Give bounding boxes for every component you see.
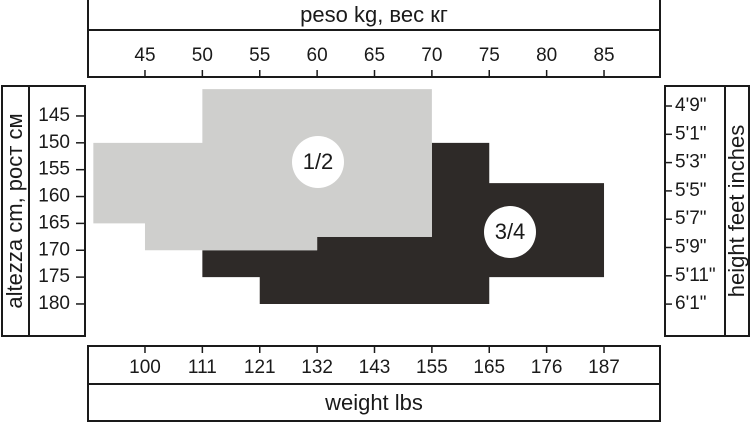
x-tick-label: 85 <box>593 45 614 66</box>
x-tick-label: 50 <box>192 45 213 66</box>
x-tick-label: 80 <box>536 45 557 66</box>
x-tick-label: 70 <box>421 45 442 66</box>
y2-tick-label: 5'7" <box>675 208 707 229</box>
x2-tick-label: 121 <box>244 357 276 378</box>
x2-tick-label: 143 <box>359 357 391 378</box>
x-tick-label: 75 <box>479 45 500 66</box>
y-tick-label: 160 <box>38 186 70 207</box>
y2-tick-label: 5'11" <box>675 265 716 286</box>
y-tick-label: 165 <box>38 212 70 233</box>
bottom-title-box <box>87 383 661 422</box>
cm-axis-box <box>28 85 86 337</box>
y-tick-label: 145 <box>38 105 70 126</box>
right-label-box <box>724 85 750 337</box>
x-tick-label: 55 <box>249 45 270 66</box>
y-tick-label: 180 <box>38 293 70 314</box>
region-badge <box>484 206 536 258</box>
region-label: 1/2 <box>303 149 334 174</box>
y2-tick-label: 5'9" <box>675 237 707 258</box>
region-label: 3/4 <box>495 219 526 244</box>
y-tick-label: 170 <box>38 239 70 260</box>
y-tick-label: 175 <box>38 266 70 287</box>
size-region <box>202 142 605 304</box>
x-axis-title: weight lbs <box>324 390 423 415</box>
y2-tick-label: 5'1" <box>675 123 707 144</box>
x2-tick-label: 100 <box>129 357 161 378</box>
x2-tick-label: 111 <box>188 357 217 378</box>
y2-tick-label: 5'5" <box>675 180 707 201</box>
y2-tick-label: 4'9" <box>675 95 707 116</box>
x-tick-label: 65 <box>364 45 385 66</box>
x2-tick-label: 187 <box>588 357 620 378</box>
size-region <box>93 89 432 251</box>
y2-axis-title: height feet inches <box>724 125 749 297</box>
y2-tick-label: 6'1" <box>675 293 707 314</box>
y-tick-label: 150 <box>38 132 70 153</box>
x-tick-label: 60 <box>307 45 328 66</box>
x2-tick-label: 165 <box>473 357 505 378</box>
x-tick-label: 45 <box>134 45 155 66</box>
x2-tick-label: 132 <box>301 357 333 378</box>
y-axis-title: altezza cm, рост см <box>2 113 27 308</box>
chart-title: peso kg, вес кг <box>300 2 448 27</box>
x2-tick-label: 176 <box>531 357 563 378</box>
y2-tick-label: 5'3" <box>675 152 707 173</box>
x2-tick-label: 155 <box>416 357 448 378</box>
y-tick-label: 155 <box>38 159 70 180</box>
region-badge <box>292 136 344 188</box>
